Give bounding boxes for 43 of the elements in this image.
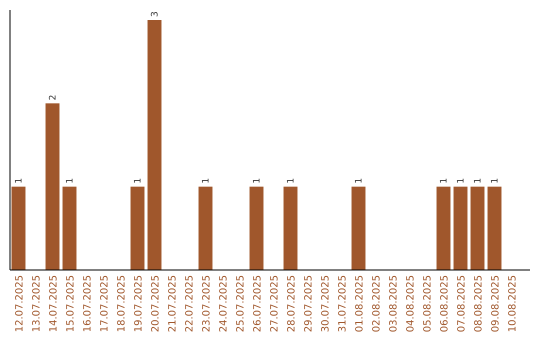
- x-tick-label: 25.07.2025: [236, 275, 246, 332]
- x-tick-label: 01.08.2025: [354, 275, 366, 332]
- x-tick-label: 28.07.2025: [286, 275, 298, 332]
- x-tick-label: 10.08.2025: [508, 275, 518, 332]
- data-label: 1: [66, 178, 76, 184]
- x-tick-label: 02.08.2025: [372, 275, 382, 332]
- data-label: 1: [252, 178, 262, 184]
- x-tick-label: 27.07.2025: [270, 275, 280, 332]
- data-label: 1: [440, 178, 450, 184]
- x-tick-label: 03.08.2025: [388, 275, 400, 332]
- data-label: 1: [134, 178, 144, 184]
- x-tick-label: 26.07.2025: [252, 275, 264, 332]
- x-tick-label: 09.08.2025: [490, 275, 502, 332]
- x-tick-label: 31.07.2025: [338, 275, 348, 332]
- x-tick-label: 15.07.2025: [66, 275, 76, 332]
- x-tick-label: 18.07.2025: [116, 275, 128, 332]
- data-label: 1: [202, 178, 212, 184]
- x-tick-label: 06.08.2025: [440, 275, 450, 332]
- x-tick-label: 21.07.2025: [168, 275, 178, 332]
- data-label: 1: [456, 178, 466, 184]
- data-label: 1: [490, 178, 500, 184]
- x-tick-label: 16.07.2025: [82, 275, 94, 332]
- x-tick-label: 13.07.2025: [32, 275, 42, 332]
- x-tick-label: 29.07.2025: [304, 275, 314, 332]
- x-tick-label: 24.07.2025: [218, 275, 230, 332]
- data-label: 2: [48, 94, 58, 100]
- data-label: 1: [286, 178, 296, 184]
- data-label: 1: [354, 178, 364, 184]
- data-label: 1: [474, 178, 484, 184]
- x-tick-label: 05.08.2025: [422, 275, 434, 332]
- data-label: 1: [14, 178, 24, 184]
- x-tick-label: 14.07.2025: [48, 275, 60, 332]
- x-tick-label: 04.08.2025: [406, 275, 416, 332]
- x-tick-label: 19.07.2025: [134, 275, 144, 332]
- x-tick-label: 23.07.2025: [202, 275, 212, 332]
- x-tick-label: 07.08.2025: [456, 275, 468, 332]
- x-tick-label: 12.07.2025: [14, 275, 26, 332]
- x-tick-label: 20.07.2025: [150, 275, 162, 332]
- x-tick-label: 08.08.2025: [474, 275, 484, 332]
- x-tick-label: 17.07.2025: [100, 275, 110, 332]
- data-label: 3: [150, 11, 160, 17]
- x-tick-label: 22.07.2025: [184, 275, 196, 332]
- x-tick-label: 30.07.2025: [320, 275, 332, 332]
